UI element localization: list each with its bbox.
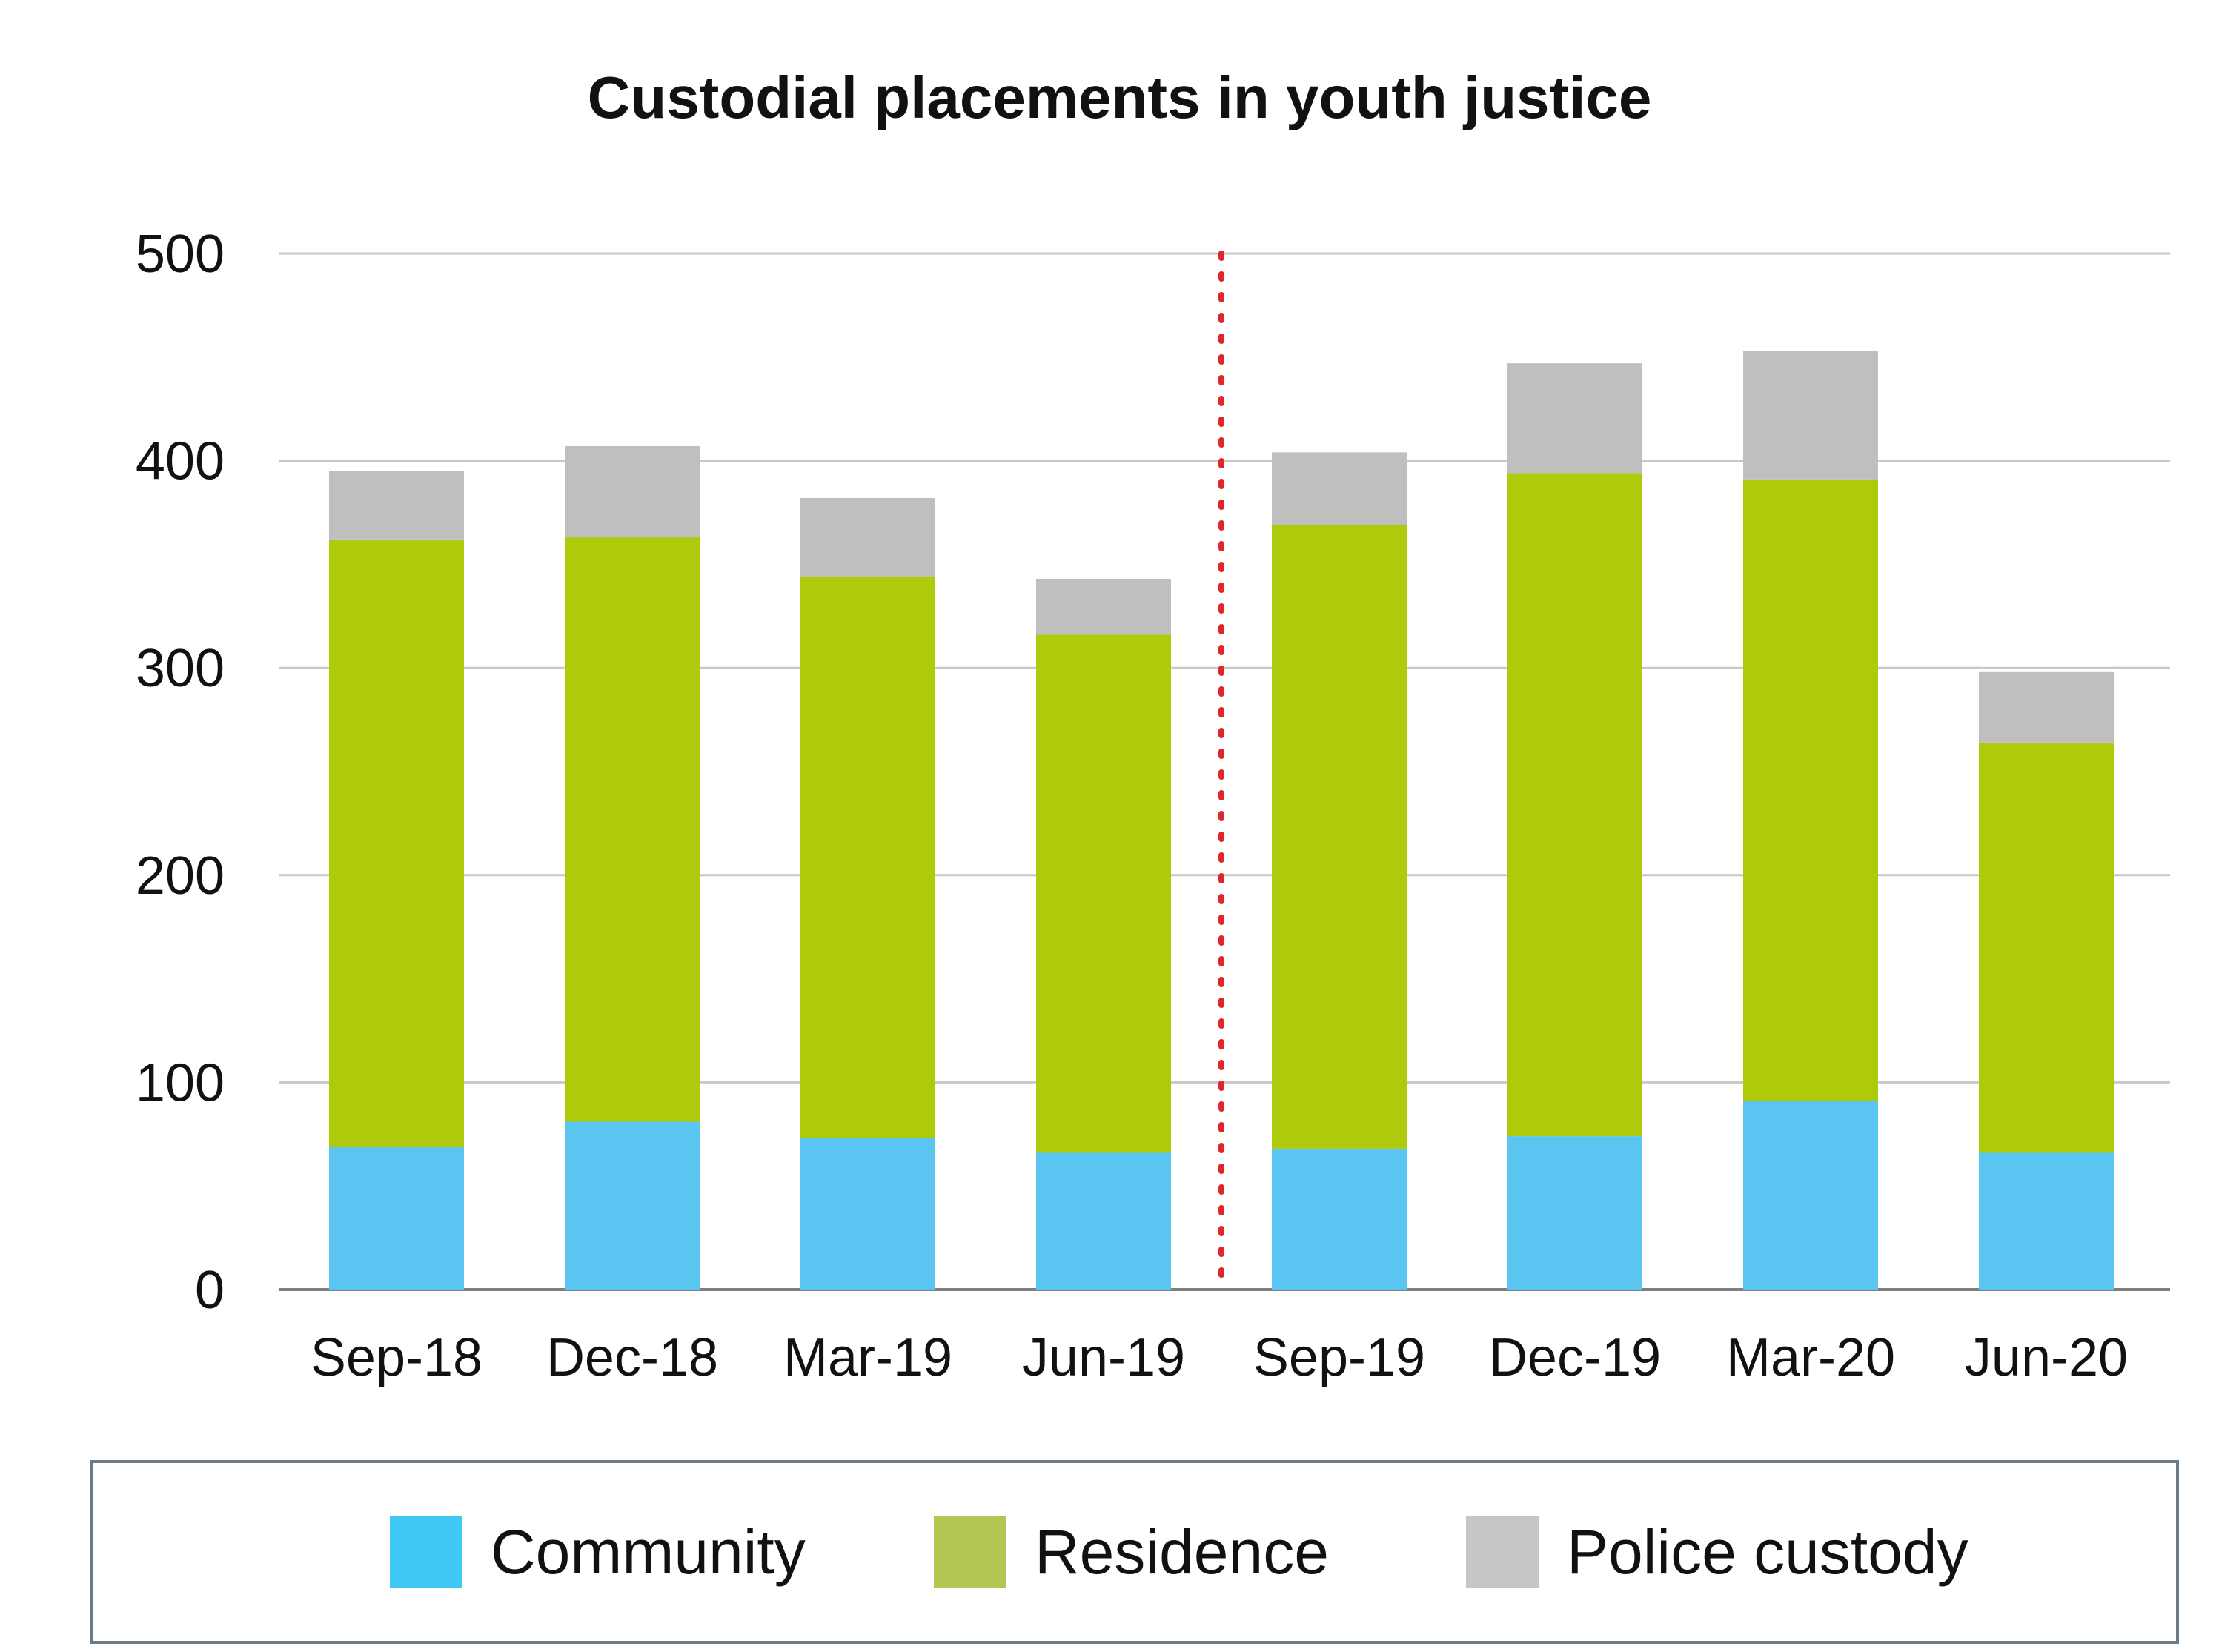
- legend-item-residence: Residence: [934, 1463, 1329, 1641]
- bar-residence: [1507, 473, 1642, 1137]
- bar-community: [1036, 1152, 1171, 1290]
- bar-residence: [1743, 479, 1878, 1101]
- y-tick-label: 400: [136, 432, 225, 491]
- bar-residence: [800, 577, 935, 1138]
- legend-item-community: Community: [390, 1463, 806, 1641]
- chart-title: Custodial placements in youth justice: [587, 64, 1652, 130]
- x-tick-label: Mar-20: [1726, 1328, 1895, 1387]
- x-tick-label: Mar-19: [783, 1328, 952, 1387]
- bar-residence: [1272, 525, 1407, 1149]
- legend-label-police-custody: Police custody: [1567, 1516, 1968, 1587]
- bar-community: [800, 1138, 935, 1290]
- bar-police-custody: [1036, 578, 1171, 635]
- bar-community: [329, 1147, 464, 1290]
- x-tick-label: Sep-19: [1253, 1328, 1425, 1387]
- bar-police-custody: [1507, 363, 1642, 474]
- chart-legend: Community Residence Police custody: [90, 1460, 2179, 1644]
- bar-community: [1272, 1148, 1407, 1290]
- bar-community: [1979, 1152, 2114, 1290]
- legend-swatch-police-custody: [1466, 1516, 1539, 1588]
- bar-residence: [329, 539, 464, 1147]
- bar-police-custody: [800, 497, 935, 577]
- x-tick-label: Dec-18: [546, 1328, 718, 1387]
- bar-police-custody: [1272, 452, 1407, 525]
- legend-label-community: Community: [491, 1516, 806, 1587]
- legend-label-residence: Residence: [1035, 1516, 1329, 1587]
- bar-residence: [1979, 742, 2114, 1153]
- y-tick-label: 300: [136, 639, 225, 698]
- bar-police-custody: [1743, 351, 1878, 480]
- bar-residence: [565, 537, 700, 1122]
- bar-police-custody: [1979, 671, 2114, 743]
- legend-item-police-custody: Police custody: [1466, 1463, 1968, 1641]
- legend-swatch-community: [390, 1516, 462, 1588]
- y-tick-label: 200: [136, 846, 225, 906]
- bar-community: [1507, 1136, 1642, 1290]
- y-tick-label: 500: [136, 225, 225, 284]
- x-tick-label: Jun-20: [1965, 1328, 2128, 1387]
- y-tick-label: 0: [195, 1261, 225, 1320]
- x-tick-label: Jun-19: [1022, 1328, 1185, 1387]
- legend-swatch-residence: [934, 1516, 1006, 1588]
- bar-police-custody: [329, 471, 464, 540]
- bar-community: [565, 1121, 700, 1290]
- x-tick-label: Sep-18: [311, 1328, 482, 1387]
- bar-police-custody: [565, 446, 700, 538]
- y-tick-label: 100: [136, 1053, 225, 1112]
- x-tick-label: Dec-19: [1489, 1328, 1661, 1387]
- bar-residence: [1036, 634, 1171, 1153]
- bar-community: [1743, 1101, 1878, 1290]
